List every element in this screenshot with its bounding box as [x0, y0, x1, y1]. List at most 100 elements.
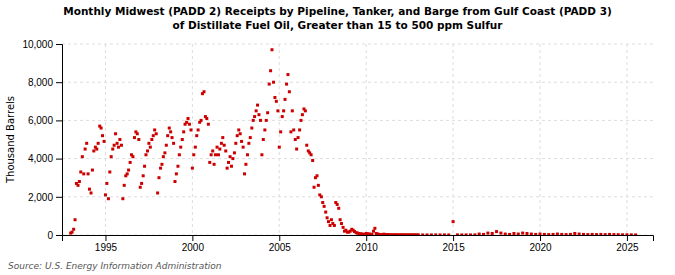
- point: [205, 117, 208, 120]
- y-tick-mark: [56, 120, 62, 121]
- point: [247, 142, 250, 145]
- point: [223, 144, 226, 147]
- point: [121, 197, 124, 200]
- point: [552, 233, 555, 235]
- point: [133, 136, 136, 139]
- point: [143, 165, 146, 168]
- point: [304, 109, 307, 112]
- point: [612, 233, 615, 235]
- point: [301, 113, 304, 116]
- point: [110, 155, 113, 158]
- point: [240, 140, 243, 143]
- point: [310, 153, 313, 156]
- point: [221, 136, 224, 139]
- point: [101, 134, 104, 137]
- point: [197, 128, 200, 131]
- point: [243, 172, 246, 175]
- point: [499, 232, 502, 235]
- point: [313, 186, 316, 189]
- grid-line: [626, 44, 627, 235]
- point: [182, 130, 185, 133]
- point: [227, 161, 230, 164]
- point: [250, 127, 253, 130]
- subtitle: of Distillate Fuel Oil, Greater than 15 …: [173, 19, 504, 31]
- point: [139, 186, 142, 189]
- point: [604, 233, 607, 235]
- title-group: Monthly Midwest (PADD 2) Receipts by Pip…: [63, 5, 612, 31]
- y-tick-mark: [56, 235, 62, 236]
- point: [123, 184, 126, 187]
- annotation: Source: U.S. Energy Information Administ…: [8, 261, 222, 271]
- point: [97, 142, 100, 145]
- point: [176, 165, 179, 168]
- point: [276, 109, 279, 112]
- point: [104, 193, 107, 196]
- point: [175, 172, 178, 175]
- point: [252, 119, 255, 122]
- point: [288, 90, 291, 93]
- point: [543, 233, 546, 235]
- point: [234, 142, 237, 145]
- point: [281, 115, 284, 118]
- point: [617, 233, 620, 235]
- point: [160, 163, 163, 166]
- point: [634, 233, 637, 235]
- point: [255, 109, 258, 112]
- point: [88, 188, 91, 191]
- point: [150, 138, 153, 141]
- grid-line: [62, 120, 653, 121]
- grid-line: [62, 44, 653, 45]
- title: Monthly Midwest (PADD 2) Receipts by Pip…: [63, 5, 612, 17]
- grid-line: [62, 196, 653, 197]
- point: [273, 96, 276, 99]
- point: [146, 149, 149, 152]
- point: [370, 233, 373, 235]
- point: [265, 119, 268, 122]
- point: [226, 167, 229, 170]
- point: [297, 136, 300, 139]
- point: [482, 233, 485, 235]
- point: [162, 155, 165, 158]
- point: [214, 153, 217, 156]
- x-axis: 1995200020052010201520202025: [63, 235, 654, 253]
- point: [478, 233, 481, 235]
- y-tick: 4,000: [28, 153, 62, 164]
- point: [372, 230, 375, 233]
- point: [508, 233, 511, 235]
- point: [187, 117, 190, 120]
- point: [85, 142, 88, 145]
- point: [340, 222, 343, 225]
- point: [181, 138, 184, 141]
- point: [266, 111, 269, 114]
- y-tick-mark: [56, 159, 62, 160]
- point: [504, 233, 507, 235]
- point: [336, 203, 339, 206]
- y-tick-label: 8,000: [28, 77, 53, 88]
- point: [129, 161, 132, 164]
- point: [268, 83, 271, 86]
- point: [547, 233, 550, 235]
- point: [105, 182, 108, 185]
- point: [465, 233, 468, 235]
- point: [257, 113, 260, 116]
- point: [231, 157, 234, 160]
- point: [95, 148, 98, 151]
- x-tick: 1995: [95, 235, 118, 253]
- point: [539, 233, 542, 235]
- point: [192, 153, 195, 156]
- point: [244, 163, 247, 166]
- point: [270, 48, 273, 51]
- point: [107, 197, 110, 200]
- point: [217, 153, 220, 156]
- point: [233, 151, 236, 154]
- point: [582, 233, 585, 235]
- point: [512, 232, 515, 235]
- point: [103, 140, 106, 143]
- point: [292, 128, 295, 131]
- point: [326, 216, 329, 219]
- point: [327, 220, 330, 223]
- x-tick-mark: [192, 235, 193, 241]
- point: [263, 128, 266, 131]
- point: [165, 144, 168, 147]
- y-tick-label: 0: [47, 230, 53, 241]
